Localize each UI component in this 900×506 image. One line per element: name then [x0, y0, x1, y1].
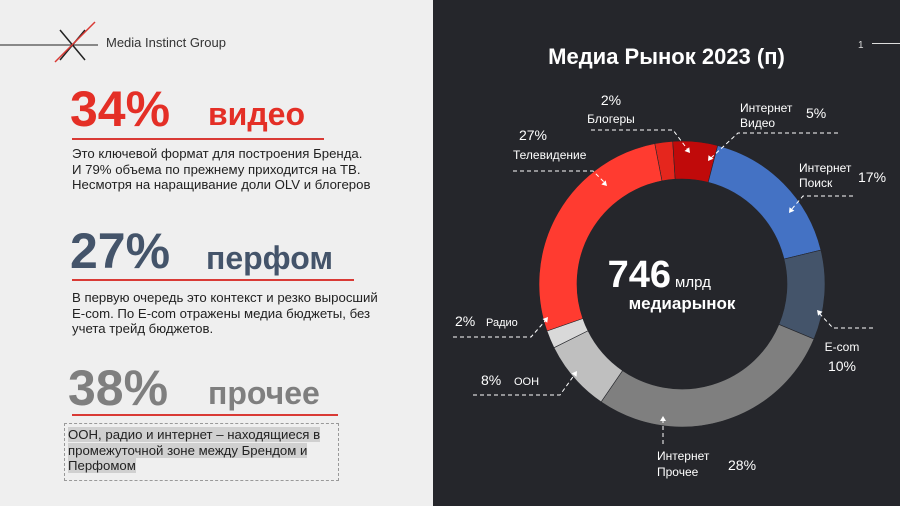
label-search-name2: Поиск: [799, 176, 833, 190]
label-video-name1: Интернет: [740, 101, 793, 115]
leader-ooh: [473, 373, 576, 396]
leader-ecom: [818, 312, 873, 329]
label-other-name1: Интернет: [657, 449, 710, 463]
video-description: Это ключевой формат для построения Бренд…: [72, 146, 371, 192]
arrow-other: [659, 416, 666, 422]
brand-logo-icon: [0, 21, 98, 63]
other-word: прочее: [208, 375, 320, 411]
video-underline: [72, 138, 324, 140]
label-tv-pct: 27%: [519, 127, 547, 143]
other-percent: 38%: [68, 360, 169, 416]
label-search-pct: 17%: [858, 169, 886, 185]
performance-underline: [72, 279, 354, 281]
video-percent: 34%: [70, 81, 171, 137]
leader-tv: [513, 170, 606, 184]
other-description: ООН, радио и интернет – находящиеся в пр…: [68, 427, 336, 474]
leader-radio: [453, 319, 547, 338]
arrow-tv: [601, 180, 607, 186]
label-ecom-pct: 10%: [828, 358, 856, 374]
label-video-pct: 5%: [806, 105, 826, 121]
chart-title: Медиа Рынок 2023 (п): [548, 44, 785, 69]
arrow-ecom: [817, 310, 823, 316]
slice-4: [600, 324, 815, 428]
slice-3: [778, 249, 826, 340]
video-word: видео: [208, 96, 305, 132]
page-number: 1: [858, 40, 864, 51]
label-bloggers-name: Блогеры: [587, 112, 635, 126]
arrow-ooh: [571, 371, 577, 377]
leader-video: [710, 132, 838, 159]
label-tv-name: Телевидение: [513, 148, 587, 162]
other-description-box: [64, 423, 339, 481]
arrow-bloggers: [684, 147, 690, 153]
arrow-search: [789, 207, 795, 213]
arrow-video: [708, 155, 714, 161]
leader-search: [790, 195, 853, 211]
label-radio-name: Радио: [486, 317, 518, 329]
center-value: 746: [608, 254, 671, 296]
brand-name: Media Instinct Group: [106, 35, 226, 50]
performance-description: В первую очередь это контекст и резко вы…: [72, 290, 378, 336]
label-bloggers-pct: 2%: [601, 92, 621, 108]
center-label: медиарынок: [629, 294, 736, 313]
other-underline: [72, 414, 338, 416]
label-other-pct: 28%: [728, 457, 756, 473]
label-video-name2: Видео: [740, 116, 775, 130]
other-description-text: ООН, радио и интернет – находящиеся в пр…: [68, 427, 321, 473]
left-panel: Media Instinct Group 34% видео Это ключе…: [0, 0, 433, 506]
label-radio-pct: 2%: [455, 313, 475, 329]
label-search-name1: Интернет: [799, 161, 852, 175]
page-number-line: [872, 43, 900, 44]
label-ecom-name: E-com: [825, 340, 860, 354]
donut-chart: 746 млрдмедиарынок2%БлогерыИнтернетВидео5…: [453, 92, 886, 479]
label-other-name2: Прочее: [657, 465, 699, 479]
slice-7: [538, 143, 663, 332]
performance-word: перфом: [206, 240, 334, 276]
arrow-radio: [542, 317, 548, 323]
leader-bloggers: [591, 129, 689, 151]
label-ooh-pct: 8%: [481, 372, 501, 388]
center-unit: млрд: [675, 274, 711, 291]
label-ooh-name: ООН: [514, 376, 539, 388]
right-panel: Медиа Рынок 2023 (п) 1 746 млрд медиарынок…: [433, 0, 900, 506]
performance-percent: 27%: [70, 223, 171, 279]
